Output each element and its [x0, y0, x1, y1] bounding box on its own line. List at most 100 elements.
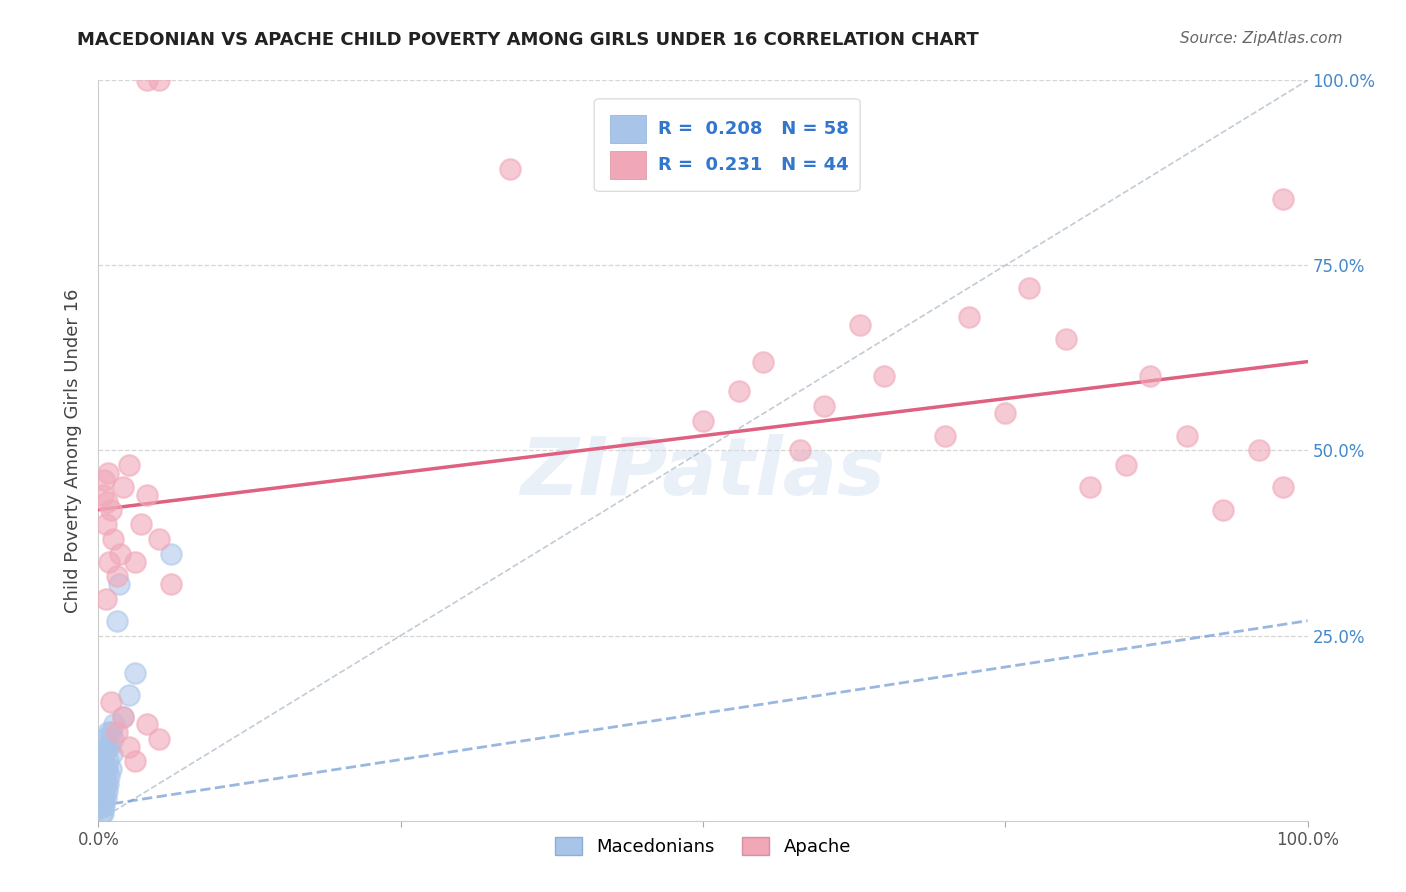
Point: [100, 724, 122, 739]
Point: [1115, 458, 1137, 473]
Point: [498, 162, 520, 177]
Point: [1018, 280, 1040, 294]
Point: [91, 769, 114, 783]
Point: [94, 517, 117, 532]
Point: [1054, 332, 1077, 346]
Point: [91, 806, 114, 821]
Point: [118, 739, 141, 754]
Point: [849, 318, 872, 332]
Point: [97, 466, 120, 480]
Point: [90, 776, 112, 791]
Text: Source: ZipAtlas.com: Source: ZipAtlas.com: [1180, 31, 1343, 46]
Point: [1212, 502, 1234, 516]
Point: [129, 517, 152, 532]
Point: [89, 762, 111, 776]
Point: [124, 755, 146, 769]
Point: [93, 747, 115, 761]
Text: MACEDONIAN VS APACHE CHILD POVERTY AMONG GIRLS UNDER 16 CORRELATION CHART: MACEDONIAN VS APACHE CHILD POVERTY AMONG…: [77, 31, 979, 49]
Point: [93, 791, 115, 805]
Point: [105, 614, 128, 628]
Point: [1272, 480, 1295, 494]
Point: [148, 732, 170, 747]
Point: [91, 776, 114, 791]
Point: [148, 533, 170, 547]
Point: [89, 776, 111, 791]
Point: [93, 732, 115, 747]
Point: [789, 443, 811, 458]
Point: [97, 755, 120, 769]
Point: [90, 755, 112, 769]
Point: [752, 354, 775, 368]
Point: [1272, 192, 1295, 206]
Point: [100, 747, 122, 761]
Point: [90, 791, 112, 805]
Point: [91, 791, 114, 805]
Point: [934, 428, 956, 442]
Point: [91, 784, 114, 798]
Point: [98, 739, 121, 754]
Point: [90, 798, 112, 813]
FancyBboxPatch shape: [610, 115, 647, 144]
Point: [93, 798, 115, 813]
Point: [91, 488, 114, 502]
Point: [91, 762, 114, 776]
Point: [118, 688, 141, 702]
Point: [124, 665, 146, 680]
Point: [94, 762, 117, 776]
Point: [97, 724, 120, 739]
Point: [91, 762, 114, 776]
Point: [100, 695, 122, 709]
Point: [160, 576, 183, 591]
Point: [93, 762, 115, 776]
Point: [692, 414, 714, 428]
Point: [873, 369, 896, 384]
Point: [90, 769, 112, 783]
Point: [94, 739, 117, 754]
Point: [89, 791, 111, 805]
Point: [89, 769, 111, 783]
Point: [93, 776, 115, 791]
Point: [100, 502, 122, 516]
Point: [91, 776, 114, 791]
Point: [94, 791, 117, 805]
Point: [1175, 428, 1198, 442]
Point: [91, 791, 114, 805]
Text: R =  0.231   N = 44: R = 0.231 N = 44: [658, 156, 849, 174]
Point: [111, 710, 134, 724]
Point: [91, 806, 114, 821]
Point: [994, 407, 1017, 421]
Point: [91, 784, 114, 798]
Point: [1078, 480, 1101, 494]
Point: [105, 724, 128, 739]
Point: [89, 798, 111, 813]
Point: [98, 769, 121, 783]
Point: [97, 776, 120, 791]
Point: [98, 555, 121, 569]
Point: [105, 569, 128, 583]
Point: [957, 310, 980, 325]
Point: [90, 784, 112, 798]
Point: [94, 776, 117, 791]
FancyBboxPatch shape: [595, 99, 860, 191]
Point: [96, 495, 118, 509]
Point: [96, 762, 118, 776]
Point: [101, 732, 124, 747]
Point: [118, 458, 141, 473]
Point: [1249, 443, 1271, 458]
Point: [91, 769, 114, 783]
Point: [103, 717, 125, 731]
Point: [813, 399, 835, 413]
Point: [91, 755, 114, 769]
Point: [124, 555, 146, 569]
Point: [89, 784, 111, 798]
Point: [91, 798, 114, 813]
Point: [108, 576, 131, 591]
Text: R =  0.208   N = 58: R = 0.208 N = 58: [658, 120, 849, 138]
Point: [135, 73, 157, 87]
Point: [135, 717, 157, 731]
FancyBboxPatch shape: [610, 151, 647, 178]
Point: [728, 384, 751, 399]
Point: [1139, 369, 1161, 384]
Point: [111, 480, 134, 494]
Point: [160, 547, 183, 561]
